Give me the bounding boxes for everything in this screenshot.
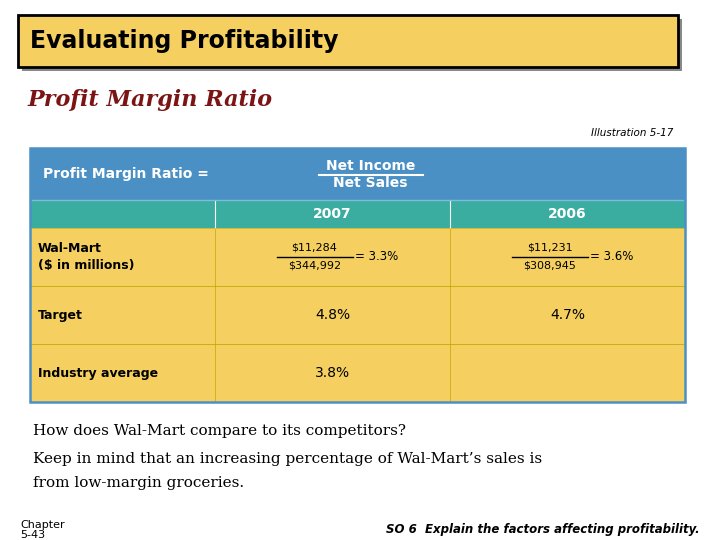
Text: Net Income: Net Income [326, 159, 415, 173]
Text: = 3.3%: = 3.3% [355, 251, 398, 264]
Bar [30, 286, 685, 344]
Bar [30, 148, 685, 200]
Bar [18, 15, 678, 67]
Text: Profit Margin Ratio: Profit Margin Ratio [28, 89, 273, 111]
Text: $308,945: $308,945 [523, 261, 576, 271]
Text: Chapter: Chapter [20, 520, 65, 530]
Text: 2006: 2006 [548, 207, 587, 221]
Text: Illustration 5-17: Illustration 5-17 [590, 128, 673, 138]
Text: Target: Target [38, 308, 83, 321]
Text: from low-margin groceries.: from low-margin groceries. [33, 476, 244, 490]
Text: 2007: 2007 [313, 207, 352, 221]
Text: How does Wal-Mart compare to its competitors?: How does Wal-Mart compare to its competi… [33, 424, 406, 438]
Text: Industry average: Industry average [38, 367, 158, 380]
Bar [30, 344, 685, 402]
Text: $11,284: $11,284 [292, 243, 338, 253]
Text: SO 6  Explain the factors affecting profitability.: SO 6 Explain the factors affecting profi… [387, 523, 700, 537]
Bar [22, 19, 682, 71]
Text: = 3.6%: = 3.6% [590, 251, 633, 264]
Text: 4.8%: 4.8% [315, 308, 350, 322]
Text: Net Sales: Net Sales [333, 176, 408, 190]
Bar [30, 148, 685, 402]
Text: 5-43: 5-43 [20, 530, 45, 540]
Text: Keep in mind that an increasing percentage of Wal-Mart’s sales is: Keep in mind that an increasing percenta… [33, 452, 542, 466]
Text: 4.7%: 4.7% [550, 308, 585, 322]
Text: 3.8%: 3.8% [315, 366, 350, 380]
Bar [30, 200, 685, 228]
Text: $11,231: $11,231 [527, 243, 572, 253]
Text: Wal-Mart
($ in millions): Wal-Mart ($ in millions) [38, 241, 135, 273]
Bar [30, 228, 685, 286]
Text: Evaluating Profitability: Evaluating Profitability [30, 29, 338, 53]
Text: $344,992: $344,992 [288, 261, 341, 271]
Text: Profit Margin Ratio =: Profit Margin Ratio = [42, 167, 213, 181]
